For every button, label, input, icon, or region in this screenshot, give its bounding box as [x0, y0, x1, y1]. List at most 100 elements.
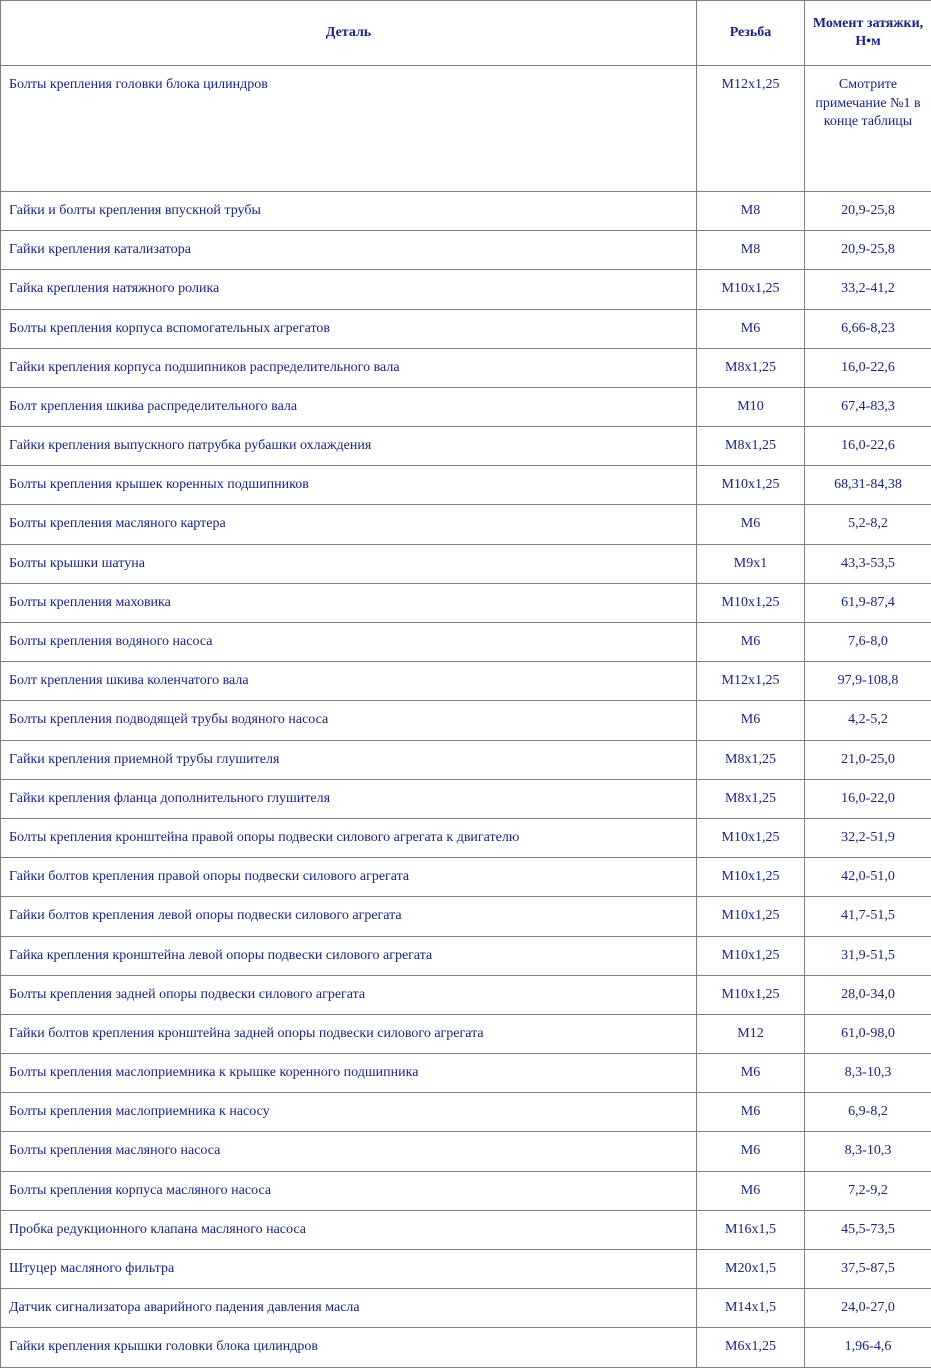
table-row: Гайки болтов крепления левой опоры подве…: [1, 897, 931, 936]
col-header-detail: Деталь: [1, 1, 697, 66]
table-row: Болт крепления шкива коленчатого валаМ12…: [1, 662, 931, 701]
cell-torque: 32,2-51,9: [805, 818, 931, 857]
cell-thread: М20х1,5: [697, 1250, 805, 1289]
cell-thread: М9х1: [697, 544, 805, 583]
cell-detail: Штуцер масляного фильтра: [1, 1250, 697, 1289]
table-row: Болт крепления шкива распределительного …: [1, 387, 931, 426]
table-row: Гайки и болты крепления впускной трубыМ8…: [1, 191, 931, 230]
cell-torque: 33,2-41,2: [805, 270, 931, 309]
cell-detail: Болты крепления маслоприемника к крышке …: [1, 1054, 697, 1093]
torque-table: Деталь Резьба Момент затяжки, Н•м Болты …: [0, 0, 931, 1368]
table-body: Болты крепления головки блока цилиндровМ…: [1, 66, 931, 1367]
cell-thread: М6: [697, 623, 805, 662]
cell-thread: М8: [697, 191, 805, 230]
cell-thread: М6: [697, 309, 805, 348]
cell-torque: 20,9-25,8: [805, 191, 931, 230]
cell-thread: М8х1,25: [697, 427, 805, 466]
table-row: Болты крепления маслоприемника к насосуМ…: [1, 1093, 931, 1132]
cell-torque: 68,31-84,38: [805, 466, 931, 505]
cell-thread: М10х1,25: [697, 858, 805, 897]
table-row: Болты крышки шатунаМ9х143,3-53,5: [1, 544, 931, 583]
cell-detail: Гайки крепления приемной трубы глушителя: [1, 740, 697, 779]
cell-torque: 7,6-8,0: [805, 623, 931, 662]
cell-detail: Гайки болтов крепления правой опоры подв…: [1, 858, 697, 897]
cell-detail: Болты крепления водяного насоса: [1, 623, 697, 662]
table-row: Пробка редукционного клапана масляного н…: [1, 1210, 931, 1249]
table-row: Болты крепления масляного насосаМ68,3-10…: [1, 1132, 931, 1171]
cell-detail: Гайка крепления натяжного ролика: [1, 270, 697, 309]
cell-torque: 16,0-22,6: [805, 427, 931, 466]
cell-torque: 24,0-27,0: [805, 1289, 931, 1328]
cell-detail: Гайки крепления крышки головки блока цил…: [1, 1328, 697, 1367]
cell-torque: 4,2-5,2: [805, 701, 931, 740]
cell-detail: Гайки болтов крепления левой опоры подве…: [1, 897, 697, 936]
cell-thread: М10х1,25: [697, 975, 805, 1014]
cell-thread: М6: [697, 505, 805, 544]
table-row: Болты крепления маслоприемника к крышке …: [1, 1054, 931, 1093]
table-row: Гайки болтов крепления правой опоры подв…: [1, 858, 931, 897]
cell-thread: М6: [697, 701, 805, 740]
cell-thread: М10х1,25: [697, 936, 805, 975]
table-header-row: Деталь Резьба Момент затяжки, Н•м: [1, 1, 931, 66]
cell-torque: 8,3-10,3: [805, 1054, 931, 1093]
table-row: Болты крепления подводящей трубы водяног…: [1, 701, 931, 740]
cell-detail: Гайки крепления катализатора: [1, 231, 697, 270]
cell-torque: 45,5-73,5: [805, 1210, 931, 1249]
cell-thread: М12: [697, 1014, 805, 1053]
cell-detail: Болты крепления головки блока цилиндров: [1, 66, 697, 192]
cell-detail: Болты крепления подводящей трубы водяног…: [1, 701, 697, 740]
cell-detail: Гайки крепления фланца дополнительного г…: [1, 779, 697, 818]
cell-torque: 67,4-83,3: [805, 387, 931, 426]
table-row: Гайки крепления корпуса подшипников расп…: [1, 348, 931, 387]
cell-thread: М10: [697, 387, 805, 426]
cell-detail: Гайки и болты крепления впускной трубы: [1, 191, 697, 230]
cell-torque: 31,9-51,5: [805, 936, 931, 975]
cell-detail: Болты крепления масляного насоса: [1, 1132, 697, 1171]
cell-thread: М6х1,25: [697, 1328, 805, 1367]
table-row: Датчик сигнализатора аварийного падения …: [1, 1289, 931, 1328]
cell-detail: Болт крепления шкива распределительного …: [1, 387, 697, 426]
cell-thread: М12х1,25: [697, 66, 805, 192]
table-row: Болты крепления задней опоры подвески си…: [1, 975, 931, 1014]
table-row: Болты крепления водяного насосаМ67,6-8,0: [1, 623, 931, 662]
table-row: Болты крепления корпуса масляного насоса…: [1, 1171, 931, 1210]
cell-torque: 28,0-34,0: [805, 975, 931, 1014]
cell-detail: Болты крышки шатуна: [1, 544, 697, 583]
cell-thread: М10х1,25: [697, 270, 805, 309]
cell-detail: Гайки болтов крепления кронштейна задней…: [1, 1014, 697, 1053]
cell-torque: Смотрите примечание №1 в конце таблицы: [805, 66, 931, 192]
cell-torque: 61,0-98,0: [805, 1014, 931, 1053]
cell-torque: 97,9-108,8: [805, 662, 931, 701]
cell-thread: М8: [697, 231, 805, 270]
cell-torque: 21,0-25,0: [805, 740, 931, 779]
cell-detail: Болты крепления масляного картера: [1, 505, 697, 544]
table-row: Гайки крепления приемной трубы глушителя…: [1, 740, 931, 779]
cell-torque: 6,66-8,23: [805, 309, 931, 348]
cell-thread: М10х1,25: [697, 466, 805, 505]
cell-detail: Болты крепления корпуса масляного насоса: [1, 1171, 697, 1210]
table-row: Гайки крепления крышки головки блока цил…: [1, 1328, 931, 1367]
table-row: Гайка крепления кронштейна левой опоры п…: [1, 936, 931, 975]
table-row: Гайки болтов крепления кронштейна задней…: [1, 1014, 931, 1053]
table-row: Гайки крепления фланца дополнительного г…: [1, 779, 931, 818]
cell-thread: М14х1,5: [697, 1289, 805, 1328]
cell-detail: Болты крепления корпуса вспомогательных …: [1, 309, 697, 348]
cell-thread: М6: [697, 1093, 805, 1132]
table-row: Болты крепления масляного картераМ65,2-8…: [1, 505, 931, 544]
cell-detail: Гайка крепления кронштейна левой опоры п…: [1, 936, 697, 975]
cell-torque: 41,7-51,5: [805, 897, 931, 936]
cell-detail: Болты крепления крышек коренных подшипни…: [1, 466, 697, 505]
cell-torque: 5,2-8,2: [805, 505, 931, 544]
cell-thread: М8х1,25: [697, 348, 805, 387]
cell-detail: Болты крепления задней опоры подвески си…: [1, 975, 697, 1014]
cell-torque: 43,3-53,5: [805, 544, 931, 583]
cell-torque: 7,2-9,2: [805, 1171, 931, 1210]
cell-thread: М6: [697, 1132, 805, 1171]
cell-detail: Пробка редукционного клапана масляного н…: [1, 1210, 697, 1249]
cell-torque: 42,0-51,0: [805, 858, 931, 897]
table-row: Болты крепления корпуса вспомогательных …: [1, 309, 931, 348]
cell-thread: М12х1,25: [697, 662, 805, 701]
cell-detail: Датчик сигнализатора аварийного падения …: [1, 1289, 697, 1328]
cell-torque: 37,5-87,5: [805, 1250, 931, 1289]
cell-torque: 61,9-87,4: [805, 583, 931, 622]
